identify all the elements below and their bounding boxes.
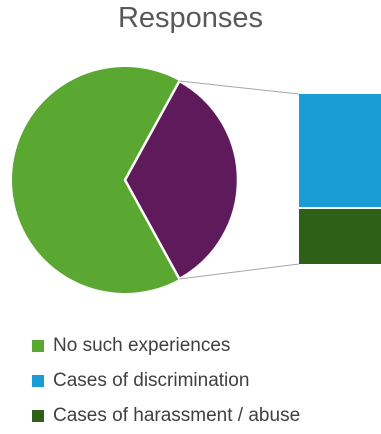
legend-swatch-cases-of-discrimination	[32, 374, 44, 387]
legend-swatch-cases-of-harassment	[32, 409, 44, 422]
legend-item-cases-of-harassment: Cases of harassment / abuse	[32, 398, 300, 433]
bar-segment-cases-of-harassment-abuse	[299, 209, 381, 264]
legend-item-cases-of-discrimination: Cases of discrimination	[32, 363, 300, 398]
legend-label-no-such-experiences: No such experiences	[53, 334, 231, 356]
bar-of-pie-chart	[11, 66, 381, 294]
legend-label-cases-of-harassment: Cases of harassment / abuse	[53, 404, 301, 426]
legend-swatch-no-such-experiences	[32, 339, 44, 352]
pie-slice-other	[123, 79, 240, 281]
bar-segment-cases-of-discrimination	[299, 94, 381, 207]
connector-line-bottom	[179, 263, 300, 280]
legend-label-cases-of-discrimination: Cases of discrimination	[53, 369, 250, 391]
chart-title: Responses	[117, 2, 264, 34]
pie-slice-no-such-experiences	[11, 66, 180, 294]
legend-item-no-such-experiences: No such experiences	[32, 328, 300, 363]
chart-legend: No such experiences Cases of discriminat…	[32, 328, 300, 433]
connector-line-top	[179, 80, 300, 95]
